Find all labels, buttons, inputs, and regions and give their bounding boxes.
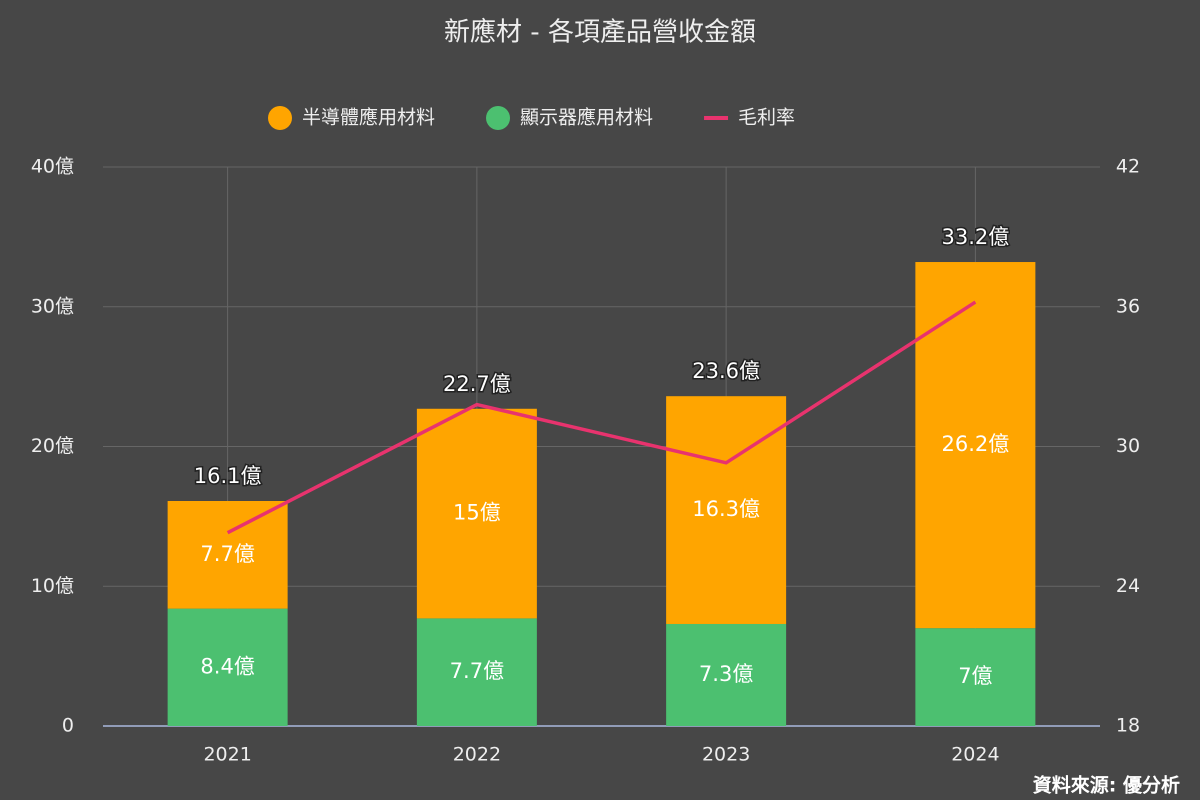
bar [915, 628, 1036, 726]
y2-tick-label: 24 [1116, 575, 1140, 597]
y-tick-label: 40億 [31, 156, 74, 178]
y2-tick-label: 30 [1116, 435, 1140, 457]
y2-tick-label: 36 [1116, 295, 1140, 317]
source: 資料來源: 優分析 [1033, 774, 1180, 797]
value-label: 7.7億 [200, 542, 254, 566]
y-tick-label: 0 [62, 715, 74, 737]
value-label: 8.4億 [200, 654, 254, 678]
bar [416, 408, 537, 619]
bar [666, 396, 787, 624]
value-label: 15億 [453, 501, 501, 525]
bar [666, 623, 787, 726]
x-tick-label: 2021 [203, 744, 251, 766]
y-tick-label: 30億 [31, 295, 74, 317]
y-tick-label: 20億 [31, 435, 74, 457]
total-label: 22.7億 [443, 372, 511, 396]
legend-swatch [268, 106, 292, 130]
value-label: 7.3億 [699, 662, 753, 686]
value-label: 26.2億 [941, 432, 1009, 456]
legend-label: 顯示器應用材料 [520, 106, 653, 129]
bar [167, 608, 288, 726]
legend-label: 毛利率 [738, 107, 795, 129]
y2-tick-label: 18 [1116, 715, 1140, 737]
x-tick-label: 2022 [453, 744, 501, 766]
value-label: 7億 [958, 664, 992, 688]
total-label: 16.1億 [194, 464, 262, 488]
x-tick-label: 2024 [951, 744, 999, 766]
chart-title: 新應材 - 各項產品營收金額 [444, 18, 756, 48]
total-label: 33.2億 [941, 225, 1009, 249]
bar [167, 501, 288, 609]
value-label: 16.3億 [692, 497, 760, 521]
y-tick-label: 10億 [31, 575, 74, 597]
bar [915, 262, 1036, 629]
x-tick-label: 2023 [702, 744, 750, 766]
bar [416, 618, 537, 726]
y2-tick-label: 42 [1116, 156, 1140, 178]
line [226, 300, 977, 535]
legend-label: 半導體應用材料 [302, 106, 435, 129]
total-label: 23.6億 [692, 359, 760, 383]
value-label: 7.7億 [450, 659, 504, 683]
legend-swatch [486, 106, 511, 130]
